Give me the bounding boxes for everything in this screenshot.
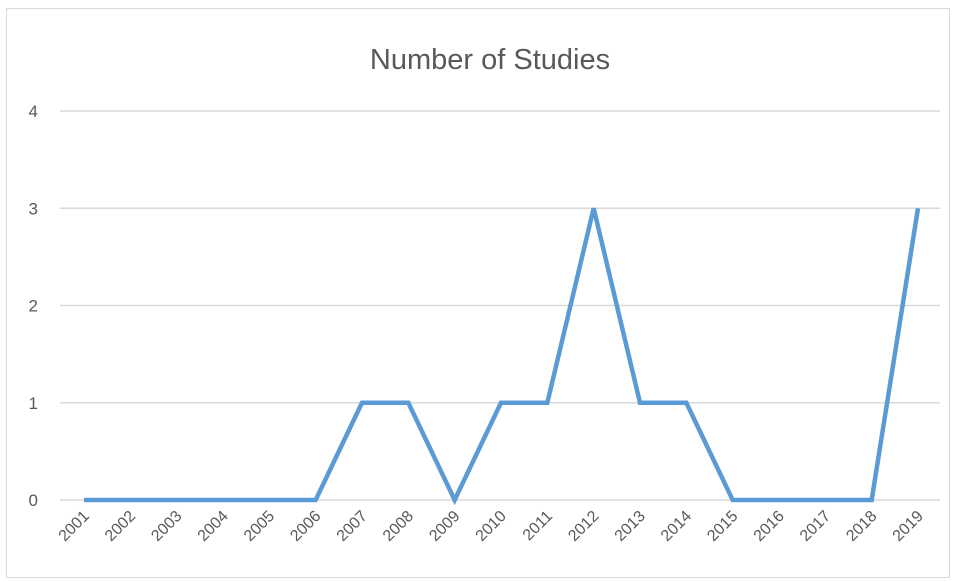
x-tick-label: 2019 [890,508,927,545]
x-tick-label: 2001 [56,508,93,545]
x-tick-label: 2018 [843,508,880,545]
x-tick-label: 2010 [473,508,510,545]
y-tick-label: 3 [29,199,38,218]
x-tick-label: 2003 [148,508,185,545]
y-tick-label: 2 [29,297,38,316]
x-tick-label: 2007 [334,508,371,545]
y-tick-label: 4 [29,102,38,121]
x-tick-label: 2009 [426,508,463,545]
x-tick-label: 2002 [102,508,139,545]
x-tick-label: 2006 [287,508,324,545]
chart-title: Number of Studies [370,44,610,76]
y-axis-ticks: 0 1 2 3 4 [29,102,38,510]
x-axis-ticks: 2001 2002 2003 2004 2005 2006 2007 2008 2009 2010… [56,508,927,545]
x-tick-label: 2012 [565,508,602,545]
series-lines [84,207,921,506]
x-tick-label: 2004 [195,508,232,545]
x-tick-label: 2008 [380,508,417,545]
x-tick-label: 2014 [658,508,695,545]
y-tick-label: 1 [29,394,38,413]
chart-frame [6,8,950,578]
x-tick-label: 2005 [241,508,278,545]
x-tick-label: 2015 [704,508,741,545]
series-line-0 [84,207,921,506]
x-tick-label: 2013 [612,508,649,545]
x-tick-label: 2017 [797,508,834,545]
gridlines [60,110,940,501]
x-tick-label: 2016 [751,508,788,545]
x-tick-label: 2011 [520,508,556,544]
y-tick-label: 0 [29,491,38,510]
